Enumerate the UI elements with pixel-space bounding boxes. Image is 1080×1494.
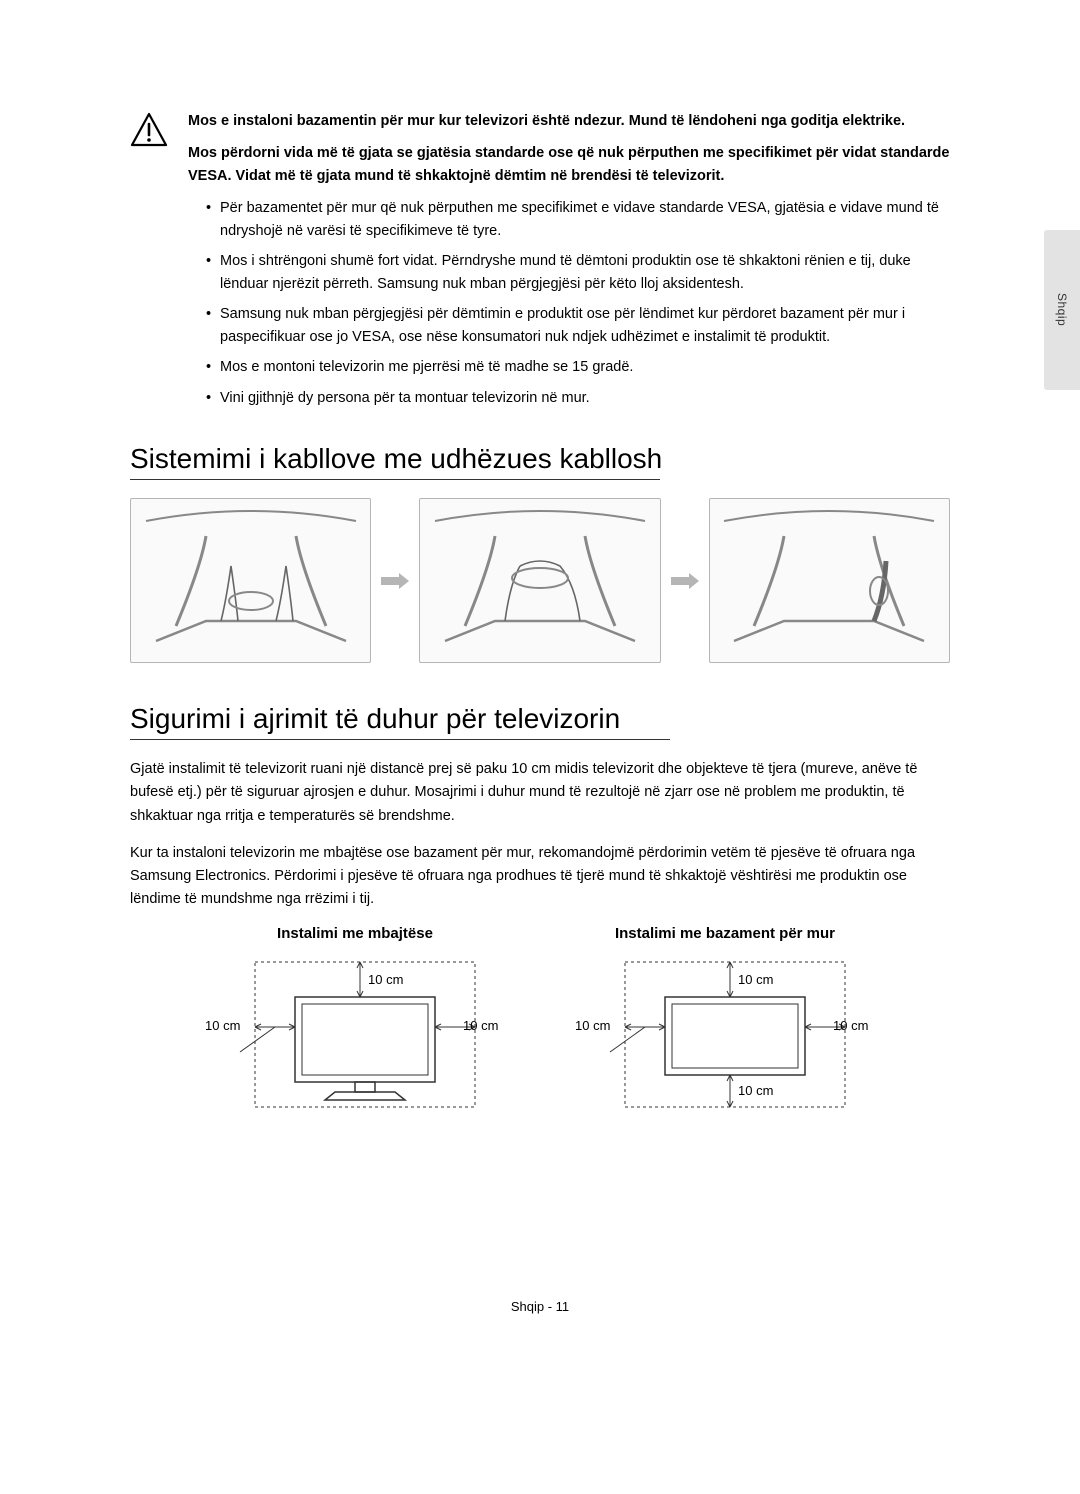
distance-label: 10 cm (368, 972, 403, 987)
installation-diagrams: Instalimi me mbajtëse 10 cm 10 cm (130, 925, 950, 1122)
warning-line-1: Mos e instaloni bazamentin për mur kur t… (188, 110, 950, 132)
warning-bullet: Mos e montoni televizorin me pjerrësi më… (206, 356, 950, 378)
arrow-icon (671, 573, 699, 589)
heading-underline (130, 739, 670, 740)
warning-section: Mos e instaloni bazamentin për mur kur t… (130, 110, 950, 417)
distance-label: 10 cm (575, 1018, 610, 1033)
cable-figures-row (130, 498, 950, 663)
section-heading-cables: Sistemimi i kabllove me udhëzues kabllos… (130, 443, 950, 475)
distance-label: 10 cm (738, 1083, 773, 1098)
cable-figure-1 (130, 498, 371, 663)
warning-bullet: Vini gjithnjë dy persona për ta montuar … (206, 387, 950, 409)
section-heading-ventilation: Sigurimi i ajrimit të duhur për televizo… (130, 703, 950, 735)
page-content: Mos e instaloni bazamentin për mur kur t… (0, 0, 1080, 1122)
install-stand-title: Instalimi me mbajtëse (205, 925, 505, 942)
warning-bullet: Mos i shtrëngoni shumë fort vidat. Përnd… (206, 250, 950, 295)
arrow-icon (381, 573, 409, 589)
language-tab-label: Shqip (1055, 293, 1069, 326)
warning-bullet: Për bazamentet për mur që nuk përputhen … (206, 197, 950, 242)
heading-underline (130, 479, 660, 480)
warning-line-2: Mos përdorni vida më të gjata se gjatësi… (188, 142, 950, 187)
install-wall-column: Instalimi me bazament për mur 10 cm 10 c… (575, 925, 875, 1122)
ventilation-para-2: Kur ta instaloni televizorin me mbajtëse… (130, 842, 950, 912)
cable-figure-2 (419, 498, 660, 663)
language-side-tab: Shqip (1044, 230, 1080, 390)
install-wall-diagram: 10 cm 10 cm 10 cm 10 cm (575, 952, 875, 1117)
install-stand-column: Instalimi me mbajtëse 10 cm 10 cm (205, 925, 505, 1122)
warning-bullet: Samsung nuk mban përgjegjësi për dëmtimi… (206, 303, 950, 348)
distance-label: 10 cm (738, 972, 773, 987)
ventilation-para-1: Gjatë instalimit të televizorit ruani nj… (130, 758, 950, 828)
distance-label: 10 cm (833, 1018, 868, 1033)
warning-bullet-list: Për bazamentet për mur që nuk përputhen … (188, 197, 950, 409)
install-stand-diagram: 10 cm 10 cm 10 cm (205, 952, 505, 1117)
warning-body: Mos e instaloni bazamentin për mur kur t… (188, 110, 950, 417)
page-footer: Shqip - 11 (0, 1299, 1080, 1314)
warning-icon (130, 110, 170, 417)
cable-figure-3 (709, 498, 950, 663)
distance-label: 10 cm (205, 1018, 240, 1033)
distance-label: 10 cm (463, 1018, 498, 1033)
install-wall-title: Instalimi me bazament për mur (575, 925, 875, 942)
